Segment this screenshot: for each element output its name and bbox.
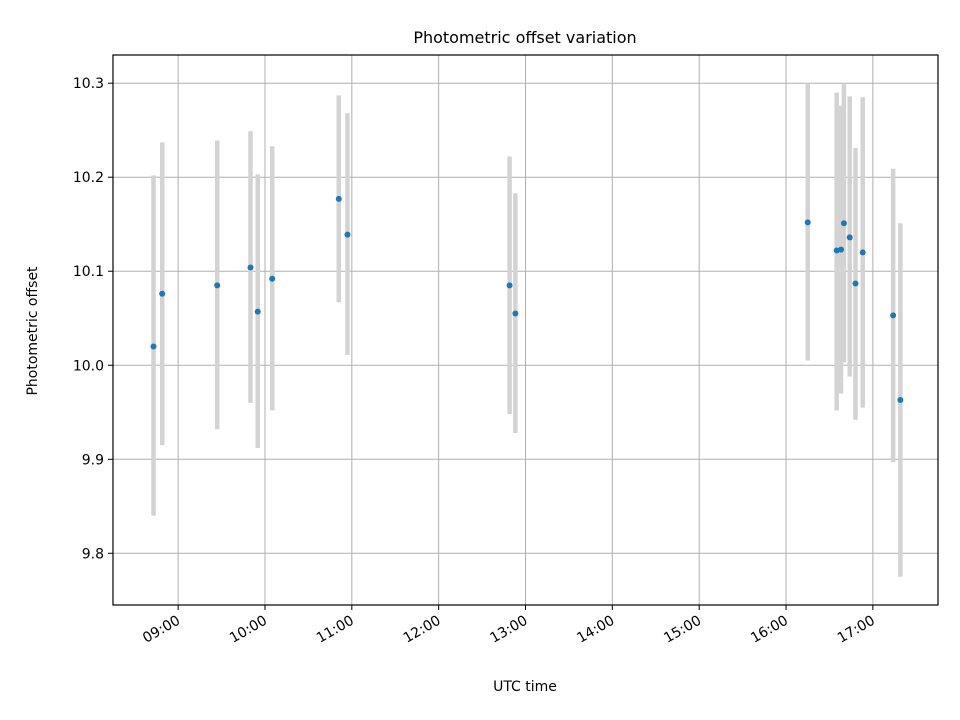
data-point xyxy=(247,264,254,271)
y-axis-label: Photometric offset xyxy=(25,266,41,396)
y-axis-ticks: 9.8 9.9 10.0 10.1 10.2 10.3 xyxy=(73,76,113,562)
data-point xyxy=(344,231,351,238)
data-point xyxy=(506,282,513,289)
data-points xyxy=(150,195,904,404)
data-point xyxy=(838,246,845,253)
data-point xyxy=(840,220,847,227)
x-tick-label: 10:00 xyxy=(227,613,270,647)
error-bars xyxy=(151,84,903,577)
x-tick-label: 12:00 xyxy=(401,613,444,647)
data-point xyxy=(852,280,859,287)
data-point xyxy=(214,282,221,289)
y-tick-label: 10.2 xyxy=(73,170,104,186)
x-tick-label: 17:00 xyxy=(835,613,878,647)
y-tick-label: 10.3 xyxy=(73,76,104,92)
data-point xyxy=(512,310,519,317)
x-tick-label: 16:00 xyxy=(748,613,791,647)
chart-title: Photometric offset variation xyxy=(413,28,636,47)
x-tick-label: 09:00 xyxy=(140,613,183,647)
y-tick-label: 10.0 xyxy=(73,358,104,374)
data-point xyxy=(846,234,853,241)
x-tick-label: 11:00 xyxy=(314,613,357,647)
data-point xyxy=(269,275,276,282)
x-tick-label: 15:00 xyxy=(661,613,704,647)
data-point xyxy=(897,397,904,404)
data-point xyxy=(159,290,166,297)
x-axis-ticks: 09:00 10:00 11:00 12:00 13:00 14:00 15:00 16:00… xyxy=(140,605,878,647)
grid xyxy=(113,55,938,605)
x-tick-label: 14:00 xyxy=(574,613,617,647)
data-point xyxy=(859,249,866,256)
x-axis-label: UTC time xyxy=(493,679,557,695)
y-tick-label: 9.8 xyxy=(82,546,104,562)
y-tick-label: 10.1 xyxy=(73,264,104,280)
data-point xyxy=(890,312,897,319)
data-point xyxy=(804,219,811,226)
x-tick-label: 13:00 xyxy=(488,613,531,647)
y-tick-label: 9.9 xyxy=(82,452,104,468)
data-point xyxy=(150,343,157,350)
data-point xyxy=(335,195,342,202)
data-point xyxy=(254,308,261,315)
